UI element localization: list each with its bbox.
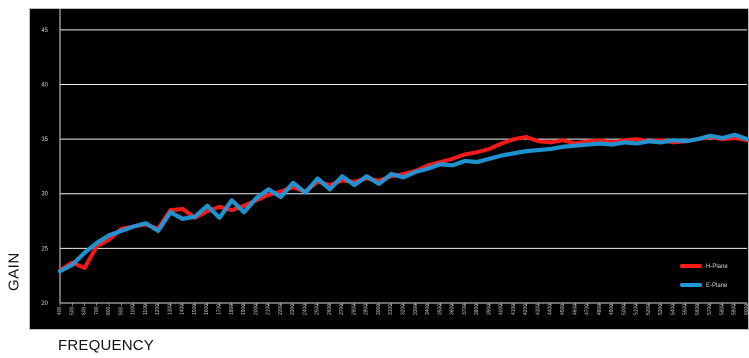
- x-tick-label-5300: 5300: [658, 304, 664, 315]
- x-tick-label-600: 600: [82, 306, 88, 315]
- x-tick-label-3400: 3400: [425, 304, 431, 315]
- x-tick-label-2500: 2500: [315, 304, 321, 315]
- series-line-e-plane: [57, 132, 749, 274]
- x-tick-label-4400: 4400: [548, 304, 554, 315]
- x-tick-label-3300: 3300: [413, 304, 419, 315]
- x-tick-label-1700: 1700: [216, 304, 222, 315]
- x-tick-label-1600: 1600: [204, 304, 210, 315]
- x-tick-label-5700: 5700: [707, 304, 713, 315]
- x-tick-label-5100: 5100: [634, 304, 640, 315]
- plot-area: [29, 8, 749, 330]
- x-tick-label-3100: 3100: [388, 304, 394, 315]
- x-tick-label-4900: 4900: [609, 304, 615, 315]
- y-tick-label-45: 45: [41, 28, 48, 34]
- x-tick-label-400: 400: [57, 306, 63, 315]
- legend: H-Plane E-Plane: [680, 264, 728, 289]
- x-tick-label-500: 500: [69, 306, 75, 315]
- series-line-h-plane: [58, 134, 749, 273]
- x-tick-label-4700: 4700: [585, 304, 591, 315]
- x-tick-label-3900: 3900: [486, 304, 492, 315]
- x-tick-label-2700: 2700: [339, 304, 345, 315]
- x-tick-label-4000: 4000: [499, 304, 505, 315]
- x-tick-label-3000: 3000: [376, 304, 382, 315]
- x-tick-label-5200: 5200: [646, 304, 652, 315]
- x-tick-label-5500: 5500: [683, 304, 689, 315]
- x-tick-label-4800: 4800: [597, 304, 603, 315]
- y-tick-label-25: 25: [41, 246, 48, 252]
- x-tick-label-4600: 4600: [572, 304, 578, 315]
- x-tick-label-4200: 4200: [523, 304, 529, 315]
- legend-label-h-plane: H-Plane: [706, 264, 728, 270]
- y-tick-label-30: 30: [41, 192, 48, 198]
- x-tick-label-1000: 1000: [131, 304, 137, 315]
- x-tick-label-2200: 2200: [278, 304, 284, 315]
- x-axis-title: FREQUENCY: [58, 337, 154, 354]
- x-tick-label-5800: 5800: [719, 304, 725, 315]
- x-tick-label-2400: 2400: [302, 304, 308, 315]
- x-tick-label-900: 900: [118, 306, 124, 315]
- series-layer: [57, 132, 749, 274]
- x-tick-label-4300: 4300: [535, 304, 541, 315]
- y-tick-label-35: 35: [41, 137, 48, 143]
- x-tick-label-3700: 3700: [462, 304, 468, 315]
- x-tick-label-5400: 5400: [670, 304, 676, 315]
- x-tick-label-800: 800: [106, 306, 112, 315]
- x-tick-label-2300: 2300: [290, 304, 296, 315]
- x-tick-label-3800: 3800: [474, 304, 480, 315]
- x-tick-label-5600: 5600: [695, 304, 701, 315]
- x-tick-label-5900: 5900: [732, 304, 738, 315]
- x-tick-label-2100: 2100: [266, 304, 272, 315]
- x-tick-label-4500: 4500: [560, 304, 566, 315]
- legend-label-e-plane: E-Plane: [706, 283, 728, 289]
- x-tick-label-1800: 1800: [229, 304, 235, 315]
- x-tick-label-1900: 1900: [241, 304, 247, 315]
- x-tick-label-2900: 2900: [364, 304, 370, 315]
- y-tick-label-20: 20: [41, 301, 48, 307]
- x-tick-label-2600: 2600: [327, 304, 333, 315]
- x-tick-label-6000: 6000: [744, 304, 749, 315]
- x-tick-label-2000: 2000: [253, 304, 259, 315]
- x-tick-label-4100: 4100: [511, 304, 517, 315]
- grid-lines: [60, 29, 747, 304]
- axis-layer: 20 25 30 35 40 45 400 500 600 700 800 900 1000 1100 12…: [41, 8, 749, 315]
- x-tick-label-1300: 1300: [167, 304, 173, 315]
- x-tick-label-3200: 3200: [401, 304, 407, 315]
- x-tick-label-1200: 1200: [155, 304, 161, 315]
- x-tick-label-1400: 1400: [180, 304, 186, 315]
- x-tick-label-3600: 3600: [450, 304, 456, 315]
- y-tick-label-40: 40: [41, 82, 48, 88]
- x-tick-label-5000: 5000: [621, 304, 627, 315]
- x-tick-label-1100: 1100: [143, 304, 149, 315]
- x-tick-label-700: 700: [94, 306, 100, 315]
- x-tick-label-3500: 3500: [437, 304, 443, 315]
- x-tick-label-1500: 1500: [192, 304, 198, 315]
- x-tick-label-2800: 2800: [351, 304, 357, 315]
